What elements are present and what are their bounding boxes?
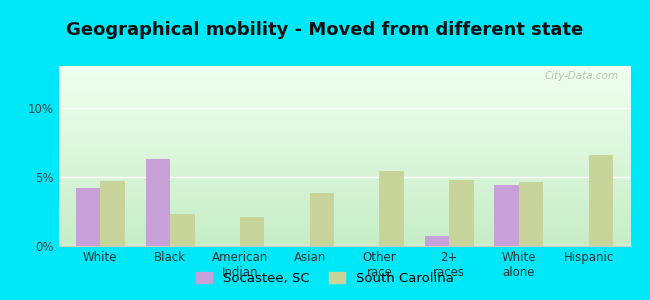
Legend: Socastee, SC, South Carolina: Socastee, SC, South Carolina bbox=[191, 267, 459, 290]
Bar bbox=[519, 182, 543, 246]
Bar bbox=[100, 181, 125, 246]
Bar bbox=[309, 194, 334, 246]
Bar bbox=[170, 214, 194, 246]
Bar bbox=[380, 171, 404, 246]
Bar bbox=[424, 236, 449, 246]
Bar bbox=[495, 185, 519, 246]
Bar bbox=[146, 159, 170, 246]
Bar bbox=[449, 179, 474, 246]
Bar bbox=[76, 188, 100, 246]
Text: Geographical mobility - Moved from different state: Geographical mobility - Moved from diffe… bbox=[66, 21, 584, 39]
Bar bbox=[240, 217, 265, 246]
Text: City-Data.com: City-Data.com bbox=[545, 71, 619, 81]
Bar bbox=[589, 154, 613, 246]
